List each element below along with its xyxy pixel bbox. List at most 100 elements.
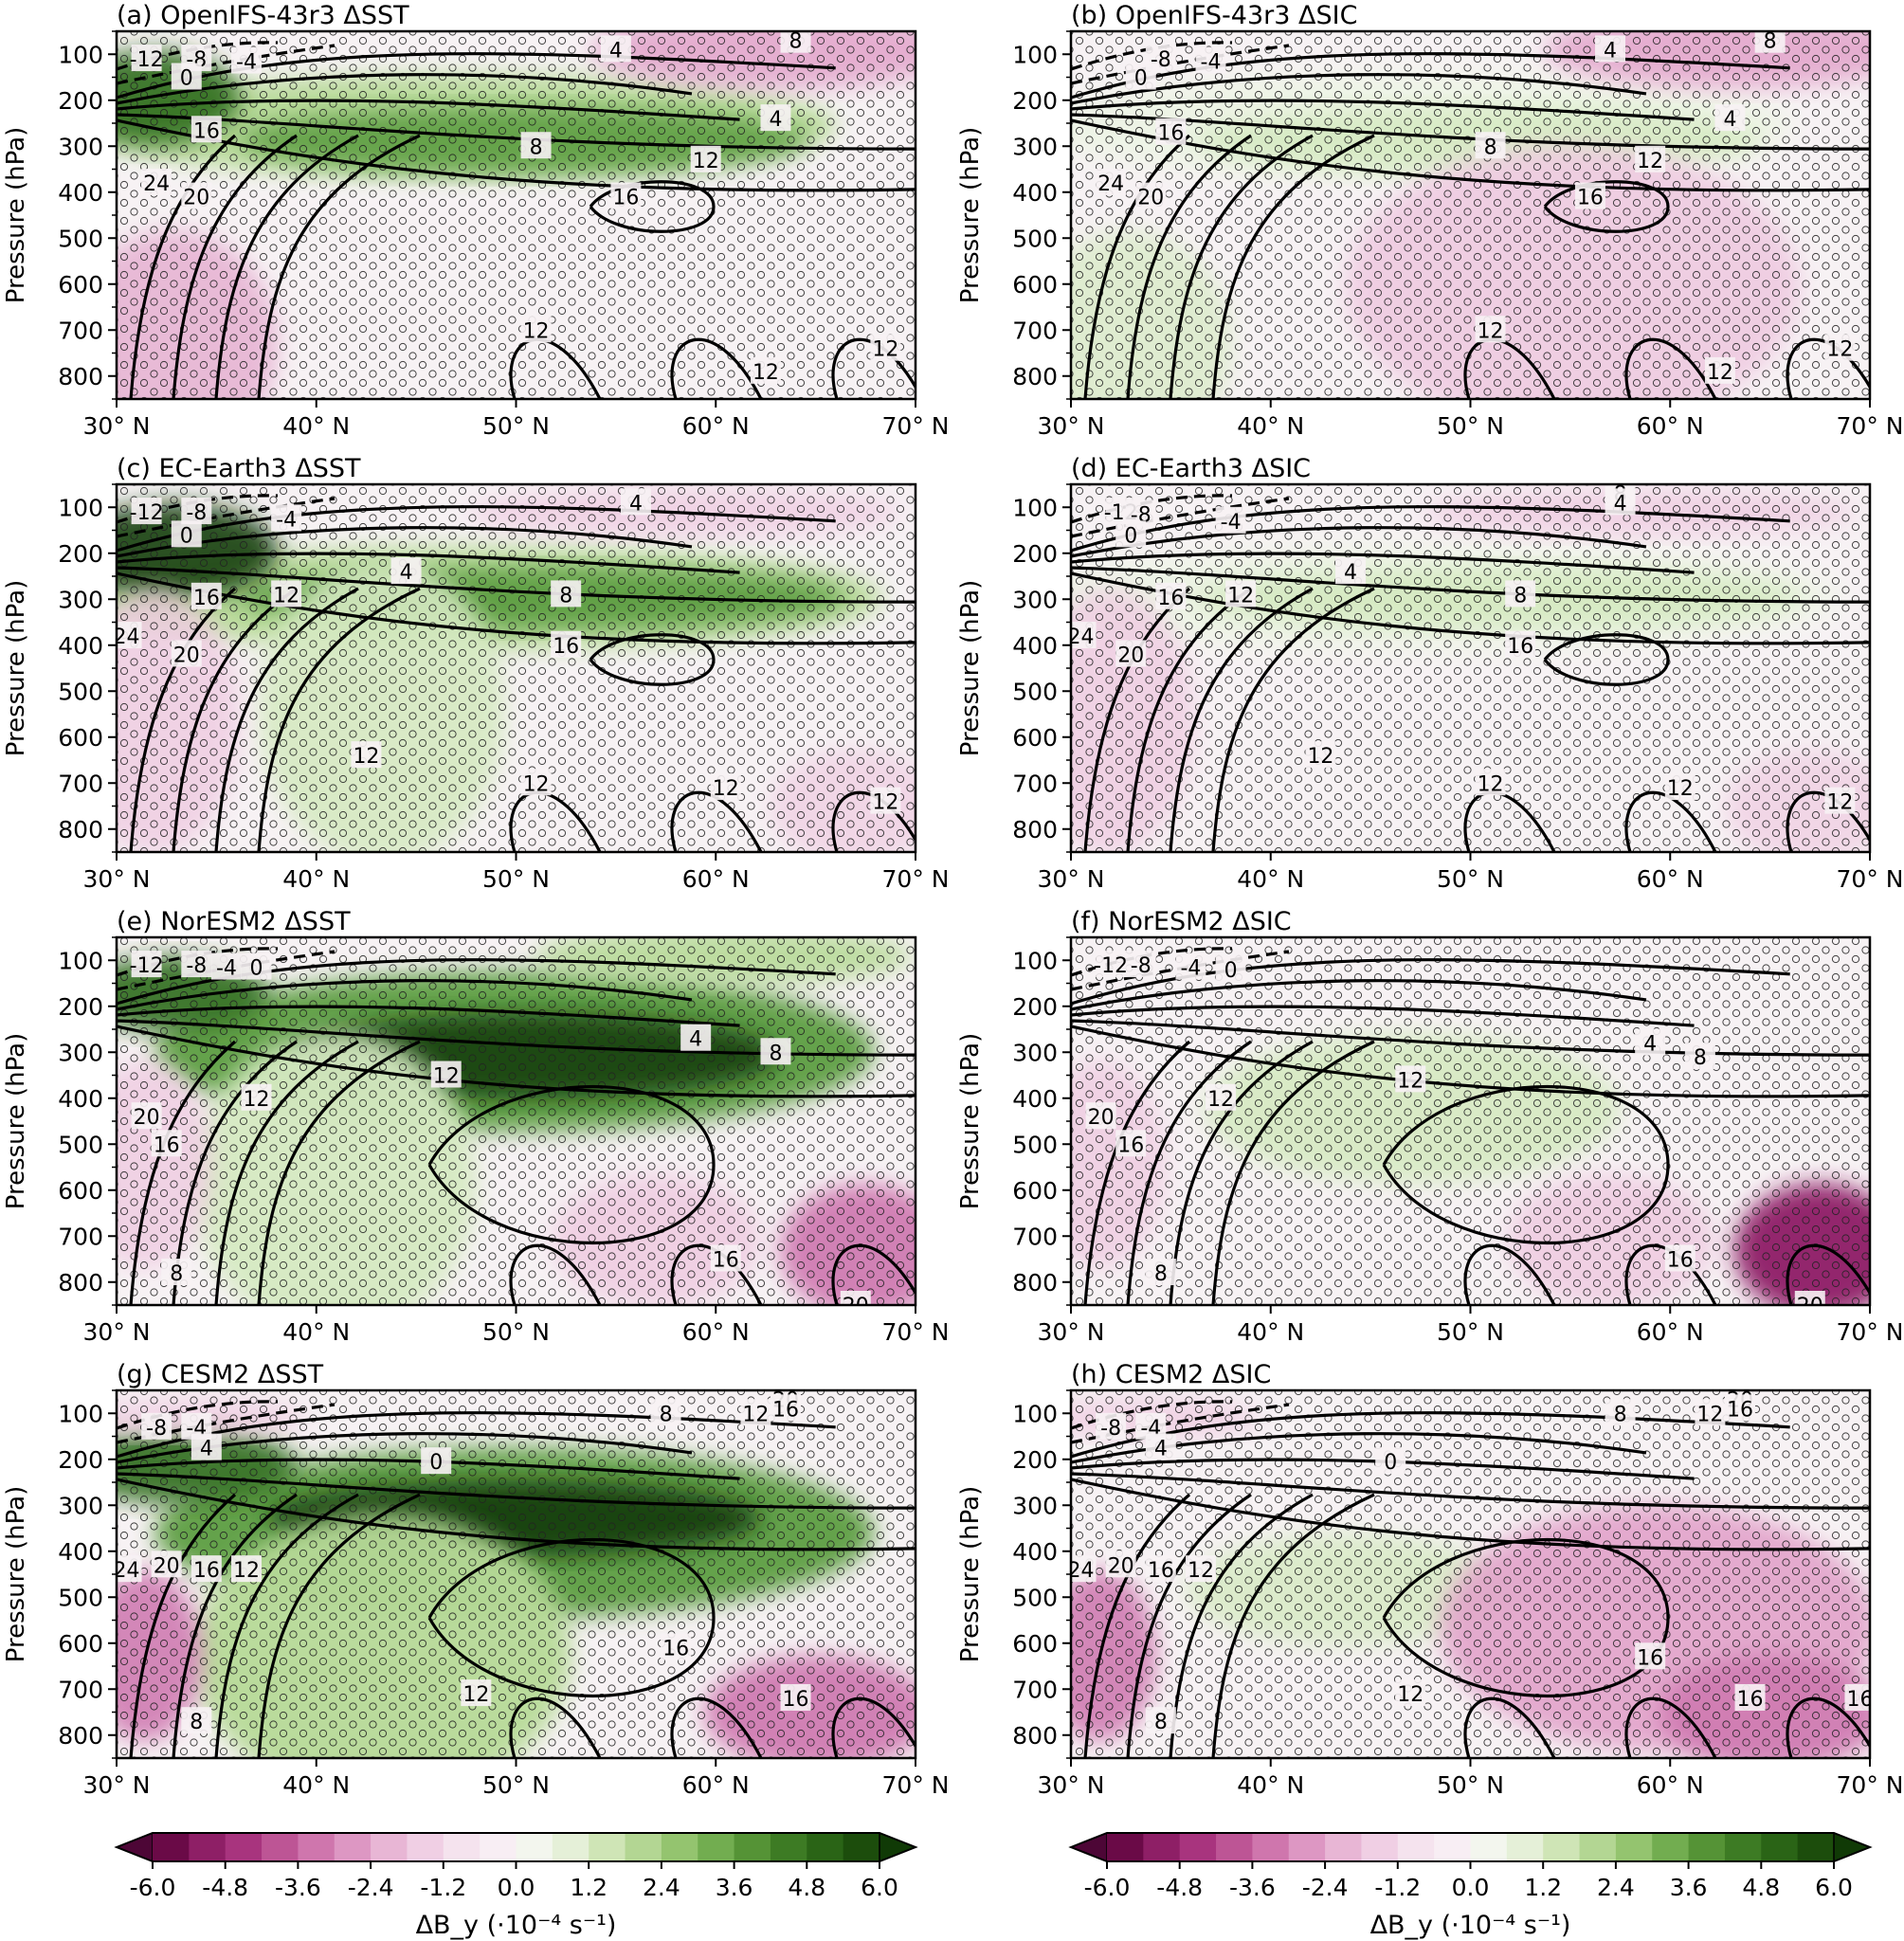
contour-label-bg <box>421 1447 452 1475</box>
contour-label: 20 <box>173 644 200 667</box>
colorbar-tick-label: -6.0 <box>1084 1874 1131 1901</box>
x-tick-label: 50° N <box>482 1318 550 1346</box>
contour-line <box>427 1537 716 1698</box>
contour-label: -8 <box>186 501 207 525</box>
contour-label-bg <box>1125 63 1156 90</box>
y-tick-label: 400 <box>58 1538 103 1566</box>
contour-label-bg <box>1096 169 1127 196</box>
contour-line <box>670 790 763 852</box>
contour-label: 8 <box>1154 1262 1168 1286</box>
contour-label: -4 <box>276 508 297 532</box>
contour-label: 12 <box>1307 745 1333 769</box>
contour-line <box>257 1040 421 1305</box>
y-tick-label: 100 <box>1012 494 1058 521</box>
contour-label-bg <box>141 169 172 196</box>
colorbar-swatch <box>1724 1833 1762 1861</box>
colorbar-swatch <box>1143 1833 1181 1861</box>
contour-label-bg <box>1105 1551 1136 1578</box>
y-tick-label: 300 <box>1012 1039 1058 1066</box>
contour-label-bg <box>1206 1083 1237 1111</box>
contour-line <box>1211 1493 1375 1758</box>
contour-line <box>831 1696 916 1758</box>
y-tick-label: 600 <box>1012 724 1058 752</box>
panel-title: (f) NorESM2 ΔSIC <box>1071 907 1292 936</box>
y-tick-label: 800 <box>1012 363 1058 390</box>
x-tick-label: 70° N <box>1837 865 1904 893</box>
contour-label-bg <box>1145 1259 1176 1286</box>
contour-label-bg <box>271 504 302 532</box>
x-tick-label: 30° N <box>83 412 151 440</box>
contour-label: 16 <box>193 587 220 610</box>
colorbar-tick-label: -1.2 <box>420 1874 466 1901</box>
colorbar-tick-label: -2.4 <box>1302 1874 1349 1901</box>
contour-label: 16 <box>193 119 220 143</box>
x-tick-label: 60° N <box>682 1318 750 1346</box>
contour-line <box>257 134 421 399</box>
contour-label: 16 <box>1157 122 1184 146</box>
colorbar-swatch <box>1506 1833 1544 1861</box>
contour-line <box>1071 571 1870 645</box>
contour-label: 0 <box>1384 1451 1397 1475</box>
colorbar-tick-label: -4.8 <box>1156 1874 1203 1901</box>
x-tick-label: 30° N <box>1038 865 1105 893</box>
colorbar-tick-label: 1.2 <box>570 1874 607 1901</box>
contour-label: 16 <box>1148 1559 1174 1583</box>
contour-label: 4 <box>1154 1438 1168 1461</box>
colorbar-tick-label: 0.0 <box>1452 1874 1490 1901</box>
contour-line <box>1071 73 1647 105</box>
contour-label-bg <box>740 1399 771 1426</box>
colorbar-swatch <box>262 1833 299 1861</box>
y-tick-label: 300 <box>58 586 103 613</box>
colorbar-swatch <box>334 1833 372 1861</box>
contour-line <box>117 99 740 121</box>
contour-label-bg <box>390 557 422 585</box>
contour-label-bg <box>1155 118 1187 145</box>
contour-label-bg <box>771 1394 802 1422</box>
contour-line <box>1126 1040 1252 1305</box>
colorbar-tick-label: 1.2 <box>1524 1874 1562 1901</box>
colorbar-swatch <box>1325 1833 1363 1861</box>
contour-label: 16 <box>783 1688 809 1712</box>
stippling <box>117 937 916 1305</box>
contour-label: 4 <box>769 108 782 132</box>
colorbar-2: -6.0 -4.8 -3.6 -2.4 -1.2 0.0 1.2 2.4 3.6 4.8 6.0 ΔB… <box>1068 1831 1873 1940</box>
stippling <box>1071 937 1870 1305</box>
contour-label-bg <box>117 622 142 649</box>
contour-label-bg <box>1085 1102 1116 1130</box>
contour-label-bg <box>1844 1683 1870 1711</box>
contour-label-bg <box>1505 630 1536 658</box>
colorbar-swatch <box>1361 1833 1399 1861</box>
contour-line <box>1169 587 1314 852</box>
contour-label: 12 <box>1707 361 1733 385</box>
contour-label: 12 <box>693 150 719 173</box>
colorbar-swatch <box>661 1833 698 1861</box>
contour-label: 12 <box>244 1088 270 1112</box>
y-tick-label: 500 <box>58 225 103 252</box>
colorbar-swatch <box>1797 1833 1835 1861</box>
contour-line <box>117 1472 916 1510</box>
contour-label-bg <box>600 35 631 63</box>
contour-label: 16 <box>662 1638 689 1661</box>
y-tick-label: 200 <box>58 540 103 568</box>
contour-label-bg <box>1175 952 1206 980</box>
contour-label-bg <box>551 630 582 658</box>
contour-label-bg <box>1395 1065 1426 1093</box>
colorbar-swatch <box>770 1833 807 1861</box>
contour-line <box>1624 337 1717 399</box>
x-tick-label: 30° N <box>1038 1771 1105 1799</box>
contour-label: 4 <box>400 561 413 585</box>
colorbar-tick-label: 3.6 <box>716 1874 753 1901</box>
contour-label: -4 <box>1180 957 1201 981</box>
y-tick-label: 700 <box>58 1223 103 1250</box>
x-tick-label: 40° N <box>1237 1318 1304 1346</box>
y-tick-label: 700 <box>58 770 103 797</box>
contour-label-bg <box>181 1707 212 1734</box>
x-tick-label: 60° N <box>682 412 750 440</box>
contour-line <box>1071 1458 1695 1480</box>
contour-label: 0 <box>1134 67 1148 91</box>
colorbar-swatch <box>1434 1833 1472 1861</box>
contour-label-bg <box>1605 488 1636 516</box>
contour-line <box>670 1696 763 1758</box>
contour-negative <box>1071 494 1233 524</box>
contour-label: 12 <box>523 772 550 796</box>
